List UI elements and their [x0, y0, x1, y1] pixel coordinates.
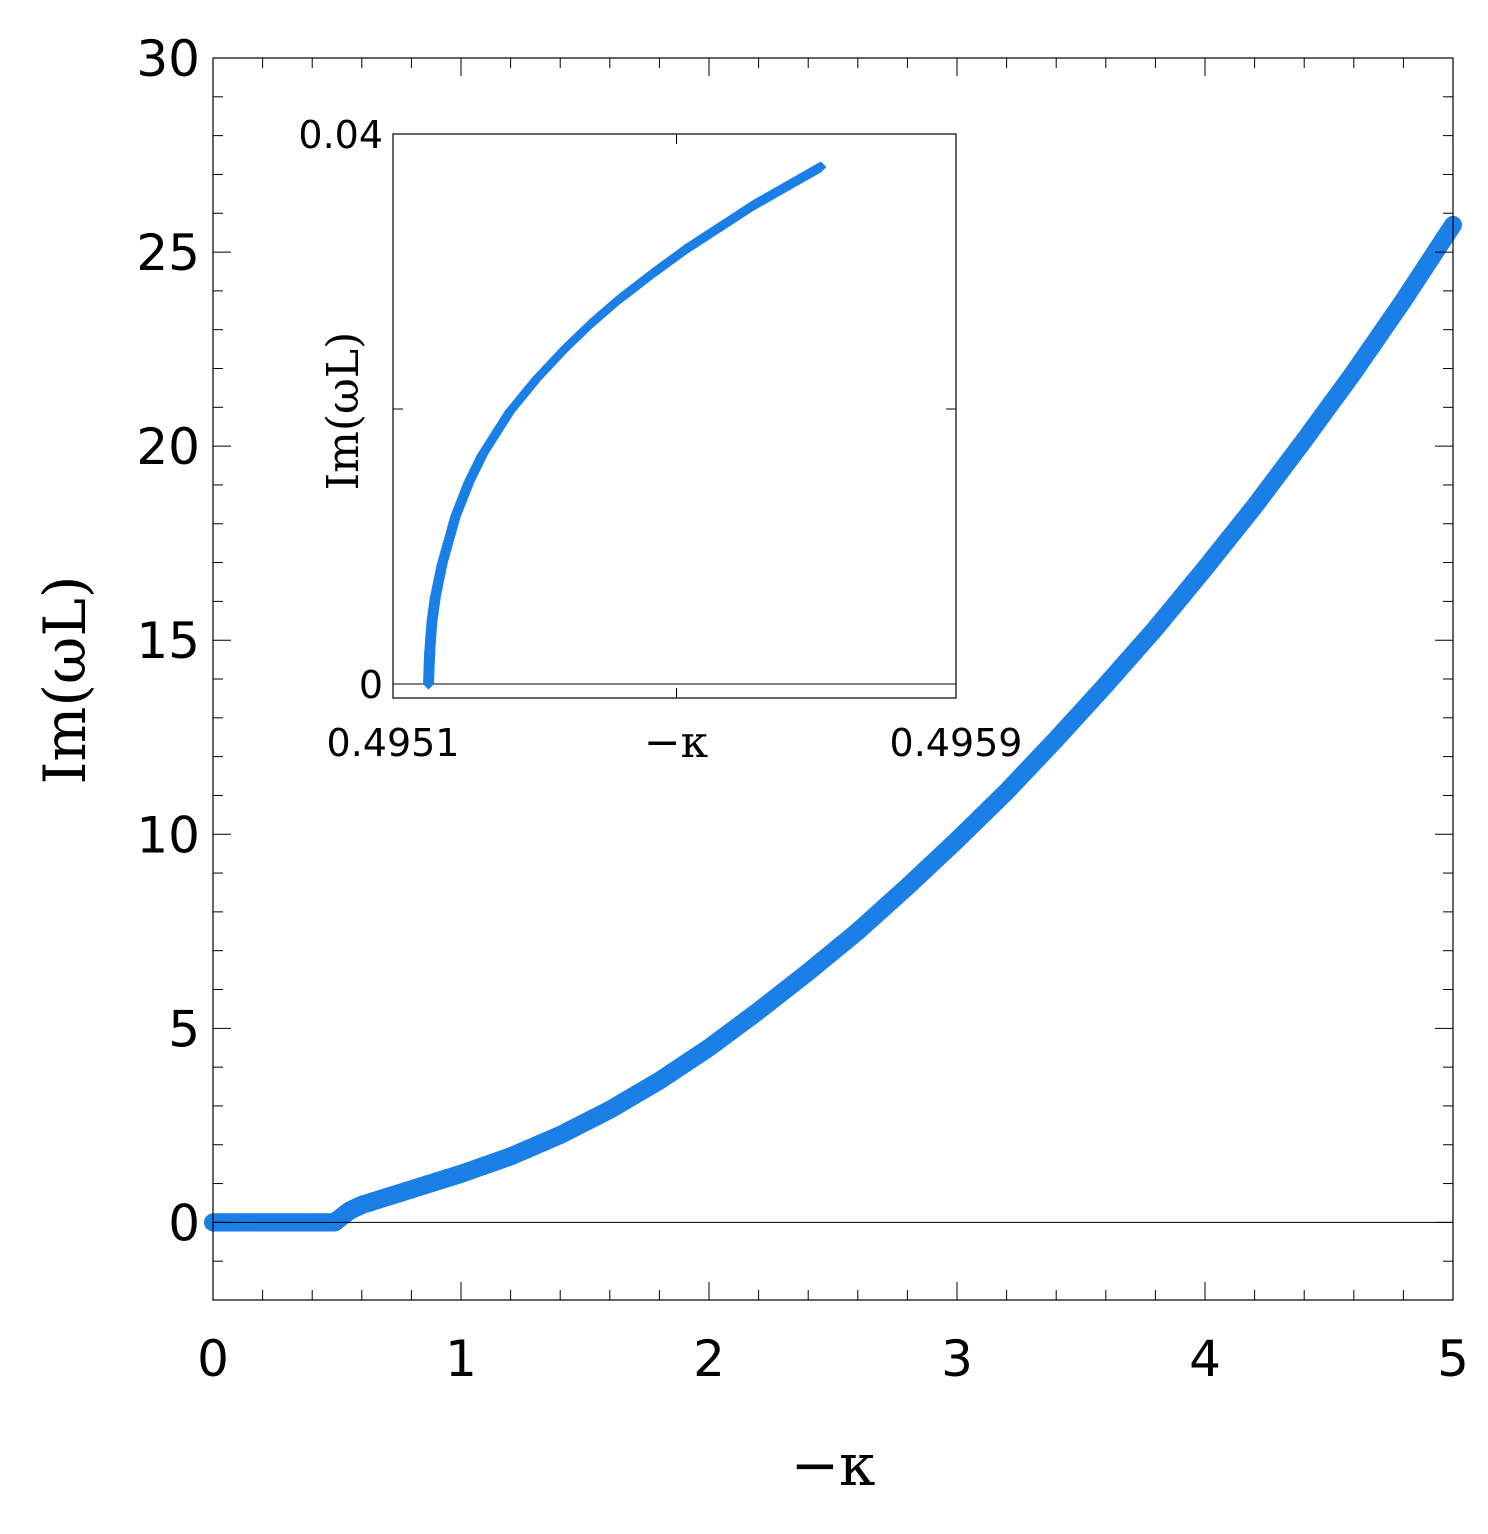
- y-tick-label: 15: [136, 612, 200, 670]
- x-tick-label: 0: [197, 1330, 229, 1388]
- x-tick-label: 0.4959: [890, 721, 1023, 765]
- inset-background: [393, 134, 956, 698]
- y-tick-label: 0: [359, 663, 383, 707]
- y-tick-label: 0.04: [298, 113, 383, 157]
- y-tick-label: 10: [136, 806, 200, 864]
- main-x-axis-title: −κ: [791, 1431, 876, 1499]
- y-tick-label: 5: [168, 1000, 200, 1058]
- x-tick-label: 2: [693, 1330, 725, 1388]
- main-plot: 0 1 2 3 4 5 0 5 10 15 20 25 30 −κ Im(ωL): [31, 30, 1469, 1499]
- x-tick-label: 3: [941, 1330, 973, 1388]
- x-tick-label: 5: [1437, 1330, 1469, 1388]
- x-tick-label: 4: [1189, 1330, 1221, 1388]
- y-tick-label: 20: [136, 418, 200, 476]
- inset-axis-ticks: [393, 133, 956, 698]
- main-axis-ticks: [212, 57, 1454, 1300]
- inset-y-tick-labels: 00.04: [298, 113, 383, 707]
- inset-x-tick-labels: 0.4951 0.4959: [327, 721, 1023, 765]
- y-tick-label: 30: [136, 30, 200, 88]
- inset-data-series: [422, 161, 827, 690]
- x-tick-label: 0.4951: [327, 721, 460, 765]
- main-y-axis-title: Im(ωL): [31, 576, 99, 785]
- y-tick-label: 25: [136, 224, 200, 282]
- x-tick-label: 1: [445, 1330, 477, 1388]
- main-x-tick-labels: 0 1 2 3 4 5: [197, 1330, 1469, 1388]
- inset-plot: 0.4951 0.4959 00.04 −κ Im(ωL): [298, 113, 1022, 768]
- main-y-tick-labels: 0 5 10 15 20 25 30: [136, 30, 200, 1252]
- data-point: [815, 161, 827, 173]
- y-tick-label: 0: [168, 1194, 200, 1252]
- inset-y-axis-title: Im(ωL): [318, 332, 369, 491]
- inset-x-axis-title: −κ: [644, 717, 708, 768]
- main-data-series: [204, 215, 1462, 1232]
- inset-plot-frame: [392, 133, 957, 699]
